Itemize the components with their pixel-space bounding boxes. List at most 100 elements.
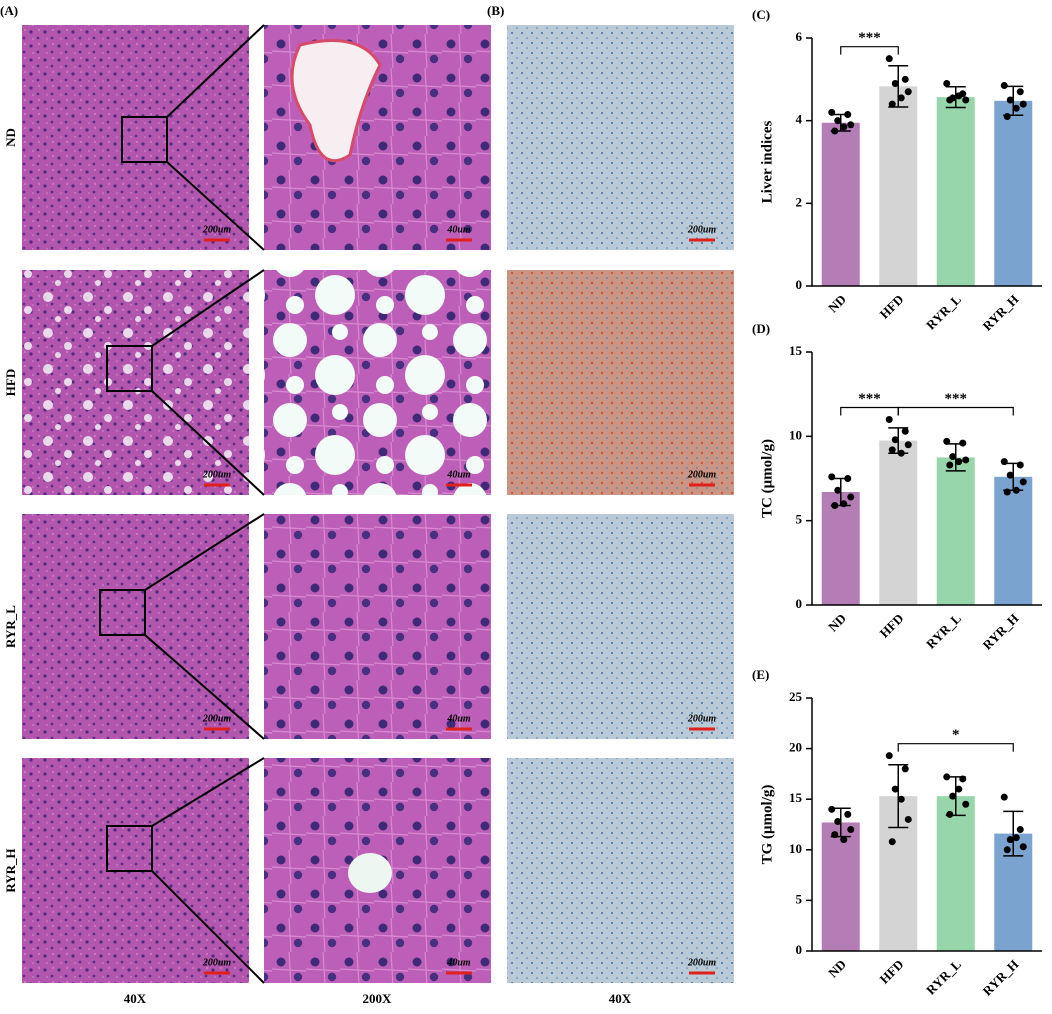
data-point (840, 500, 848, 508)
data-point (955, 785, 963, 793)
data-point (844, 110, 852, 118)
data-point (1003, 488, 1011, 496)
y-tick-label: 6 (796, 29, 803, 44)
data-point (943, 437, 951, 445)
significance-label: *** (945, 391, 968, 407)
oil-red-image-40x (507, 514, 734, 739)
error-bar (888, 764, 909, 829)
data-point (1019, 100, 1027, 108)
x-tick-label: RYR_H (980, 292, 1022, 334)
x-tick-label: HFD (876, 292, 906, 322)
data-point (1012, 104, 1020, 112)
data-point (1000, 458, 1008, 466)
y-tick-label: 0 (796, 277, 803, 292)
data-point (959, 775, 967, 783)
data-point (1016, 88, 1024, 96)
scale-bar-label: 200um (202, 713, 232, 724)
data-point (847, 121, 855, 129)
significance-bracket (840, 46, 899, 55)
scale-bar-label: 200um (687, 469, 717, 480)
data-point (901, 427, 909, 435)
micrograph-grid: ND 200um 40um 200um HFD 200um 40um 200um RYR_L 20… (3, 24, 734, 1006)
data-point (1003, 846, 1011, 854)
data-point (891, 436, 899, 444)
x-tick-label: ND (825, 611, 849, 635)
fat-droplets (22, 270, 249, 495)
data-point (946, 461, 954, 469)
y-tick-label: 15 (789, 790, 803, 805)
y-tick-label: 15 (789, 343, 803, 358)
data-point (904, 88, 912, 96)
data-point (1006, 836, 1014, 844)
scale-bar-label: 40um (446, 713, 471, 724)
data-point (1016, 461, 1024, 469)
panel-label: (E) (752, 667, 769, 682)
row-label: ND (3, 128, 18, 147)
data-point (888, 100, 896, 108)
y-tick-label: 5 (796, 891, 803, 906)
data-point (955, 458, 963, 466)
data-point (888, 446, 896, 454)
he-image-40x (22, 514, 249, 739)
data-point (844, 810, 852, 818)
data-point (891, 79, 899, 87)
zoom-line (144, 634, 265, 740)
data-point (897, 94, 905, 102)
data-point (904, 815, 912, 823)
scale-bar-label: 200um (687, 713, 717, 724)
data-point (1012, 834, 1020, 842)
data-point (834, 117, 842, 125)
error-bar (1003, 810, 1024, 857)
scale-bar-label: 200um (687, 224, 717, 235)
he-image-200x (264, 514, 491, 739)
data-point (943, 773, 951, 781)
y-tick-label: 10 (789, 427, 802, 442)
bar (879, 86, 918, 286)
data-point (1000, 793, 1008, 801)
oil-red-image-40x (507, 270, 734, 495)
significance-label: *** (858, 30, 881, 46)
oil-red-image-40x (507, 25, 734, 250)
zoom-line (151, 757, 265, 827)
data-point (840, 123, 848, 131)
x-tick-label: HFD (876, 611, 906, 641)
data-point (840, 836, 848, 844)
column-label: 40X (124, 991, 147, 1006)
x-tick-label: RYR_L (923, 291, 964, 332)
data-point (962, 800, 970, 808)
y-tick-label: 0 (796, 596, 803, 611)
panel-label: (D) (752, 321, 770, 336)
data-point (834, 817, 842, 825)
zoom-line (151, 269, 265, 347)
x-tick-label: RYR_L (923, 610, 964, 651)
data-point (901, 765, 909, 773)
data-point (888, 838, 896, 846)
y-tick-label: 5 (796, 512, 803, 527)
data-point (901, 75, 909, 83)
zoom-line (166, 24, 265, 118)
row-label: HFD (3, 369, 18, 396)
data-point (1016, 826, 1024, 834)
data-point (885, 752, 893, 760)
x-tick-label: RYR_H (980, 957, 1022, 999)
column-label: 40X (609, 991, 632, 1006)
y-tick-label: 10 (789, 841, 802, 856)
data-point (828, 473, 836, 481)
vessel (290, 39, 382, 163)
data-point (962, 96, 970, 104)
data-point (962, 456, 970, 464)
oil-red-image-40x (507, 758, 734, 983)
data-point (834, 486, 842, 494)
y-axis-label: TC (μmol/g) (759, 439, 775, 518)
data-point (949, 453, 957, 461)
scale-bar-label: 200um (202, 957, 232, 968)
data-point (831, 127, 839, 135)
bar (821, 491, 860, 605)
bar (994, 476, 1033, 605)
data-point (904, 441, 912, 449)
zoom-box (106, 825, 153, 872)
scale-bar-label: 40um (446, 469, 471, 480)
bar-chart: (D) TC (μmol/g) 0 5 10 15 ND HFD RYR_L RYR_H *** **… (752, 321, 1042, 653)
